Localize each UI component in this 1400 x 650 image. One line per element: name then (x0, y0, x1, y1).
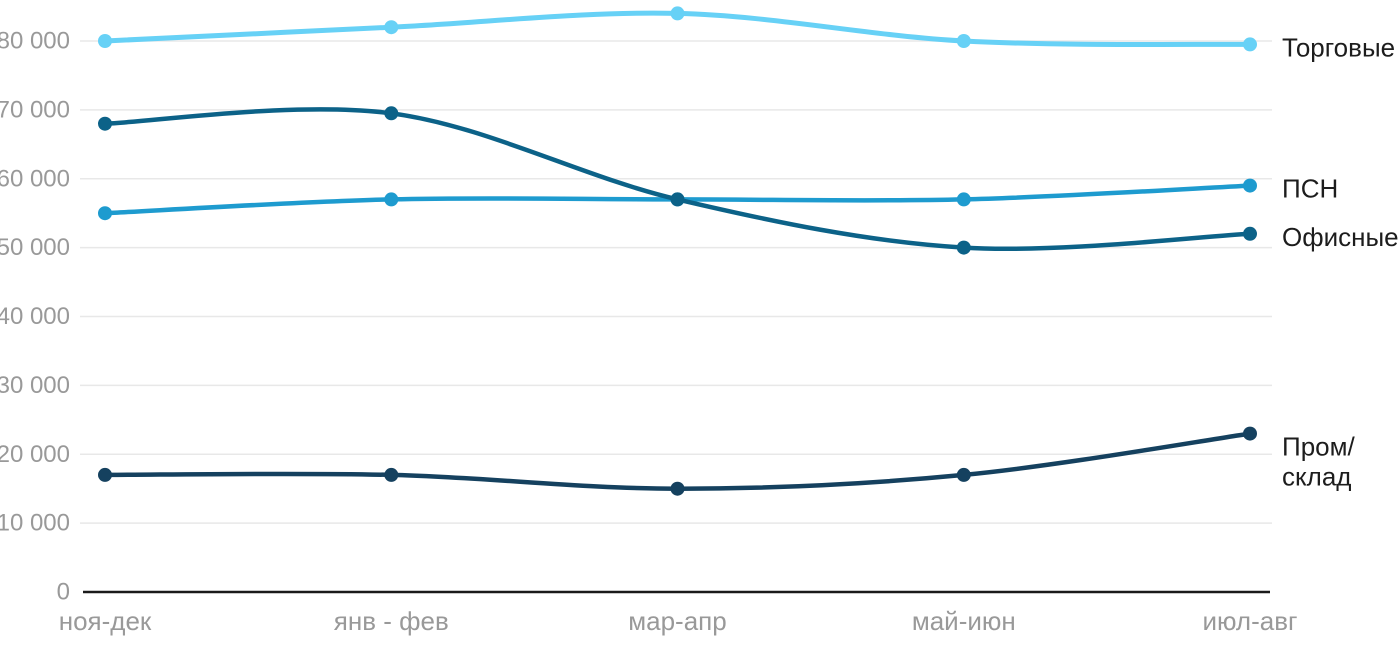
y-tick-label-40000: 40 000 (0, 303, 70, 330)
series-label-ofisnye: Офисные (1282, 222, 1399, 252)
y-tick-label-70000: 70 000 (0, 96, 70, 123)
series-point-ofisnye-4 (1243, 226, 1257, 241)
series-point-ofisnye-0 (98, 116, 112, 131)
y-tick-label-80000: 80 000 (0, 28, 70, 55)
y-tick-label-60000: 60 000 (0, 165, 70, 192)
series-point-torgovye-3 (956, 34, 971, 48)
series-point-prom-sklad-0 (98, 467, 112, 482)
series-point-ofisnye-3 (956, 240, 971, 255)
y-tick-label-50000: 50 000 (0, 234, 70, 261)
x-tick-label-4: июл-авг (1202, 606, 1297, 636)
series-label-psn: ПСН (1282, 174, 1338, 204)
y-tick-label-30000: 30 000 (0, 372, 70, 399)
y-tick-label-20000: 20 000 (0, 441, 70, 468)
y-tick-label-10000: 10 000 (0, 510, 70, 537)
series-point-prom-sklad-2 (670, 481, 685, 496)
x-tick-label-1: янв - фев (334, 606, 449, 636)
series-line-prom-sklad (102, 431, 1253, 491)
series-point-prom-sklad-1 (384, 467, 399, 482)
series-point-psn-1 (384, 192, 399, 207)
series-point-torgovye-1 (384, 20, 399, 35)
series-point-prom-sklad-3 (956, 467, 971, 482)
x-tick-label-3: май-июн (912, 606, 1016, 636)
series-label-prom-sklad: Пром/склад (1282, 432, 1355, 492)
series-point-prom-sklad-4 (1243, 426, 1257, 441)
x-tick-label-2: мар-апр (628, 606, 726, 636)
series-point-torgovye-2 (670, 6, 685, 21)
series-point-psn-0 (98, 206, 112, 221)
series-point-psn-4 (1243, 178, 1257, 193)
y-tick-label-0: 0 (57, 579, 70, 606)
series-point-ofisnye-2 (670, 192, 685, 207)
series-point-psn-3 (956, 192, 971, 207)
series-point-torgovye-0 (98, 34, 112, 48)
series-point-torgovye-4 (1243, 37, 1257, 52)
series-label-torgovye: Торговые (1282, 32, 1395, 62)
x-tick-label-0: ноя-дек (59, 606, 152, 636)
series-point-ofisnye-1 (384, 106, 399, 121)
